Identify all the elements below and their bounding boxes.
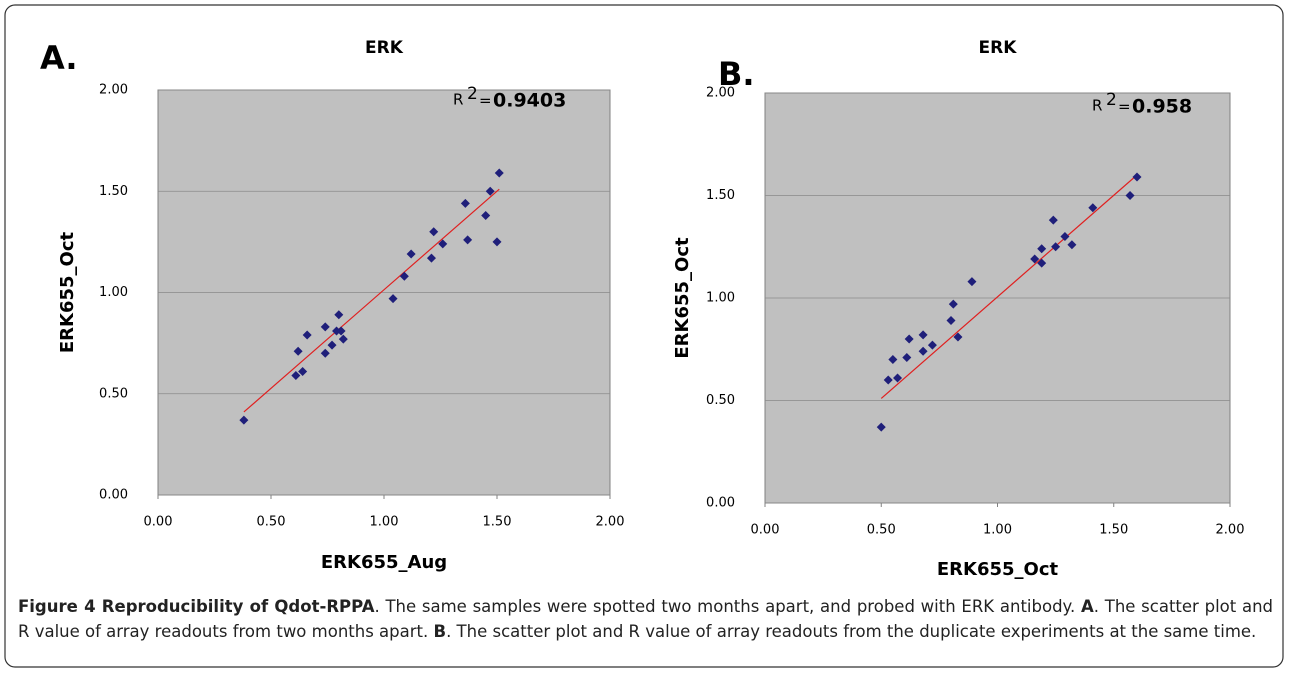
point [399,271,409,281]
r2-superscript: 2 [467,84,478,104]
point [426,253,436,263]
point [902,352,912,362]
point [320,348,330,358]
point [927,340,937,350]
x-axis-label: ERK655_Oct [937,559,1059,580]
point [1060,232,1070,241]
point [1067,240,1077,250]
y-tick-label: 1.00 [99,285,128,300]
x-axis-label: ERK655_Aug [321,552,447,573]
point [1048,215,1058,225]
point [876,422,886,432]
point [460,198,470,208]
point [1088,203,1098,213]
point [298,366,308,376]
point [1051,242,1061,252]
panel-label: A. [40,39,78,77]
point [1030,254,1040,264]
point [1125,191,1135,200]
point [893,373,903,383]
caption-text: . The scatter plot and R value of array … [446,622,1257,641]
point [953,332,963,342]
point [485,186,495,196]
y-tick-label: 0.00 [99,488,128,503]
x-tick-label: 0.50 [867,523,896,538]
trendline [243,188,500,413]
r2-equals: = [1118,98,1131,116]
x-tick-label: 1.50 [483,515,512,530]
point [481,211,491,221]
caption-text: A [1080,597,1094,616]
point [239,415,249,425]
point [967,277,977,287]
y-tick-label: 0.00 [706,496,735,511]
point [948,299,958,309]
chart-title: ERK [979,38,1018,58]
r2-superscript: 2 [1106,90,1117,110]
trendline [880,174,1138,399]
x-tick-label: 2.00 [596,515,625,530]
r2-symbol: R [453,91,463,109]
panel-label: B. [718,55,755,93]
x-tick-label: 2.00 [1216,523,1245,538]
point [904,334,914,344]
point [291,371,301,381]
x-tick-label: 1.00 [983,523,1012,538]
point [336,326,346,336]
chart-title: ERK [365,38,404,58]
y-tick-label: 2.00 [99,83,128,98]
figure-frame [4,4,1284,668]
x-tick-label: 1.00 [370,515,399,530]
point [338,334,348,344]
y-tick-label: 1.00 [706,291,735,306]
point [494,168,504,178]
x-tick-label: 0.50 [257,515,286,530]
caption-text: . The scatter plot and R value of array … [18,597,1274,641]
x-tick-label: 1.50 [1099,523,1128,538]
r2-symbol: R [1092,97,1102,115]
caption: Figure 4 Reproducibility of Qdot-RPPA. T… [18,594,1273,644]
r2-value: 0.9403 [493,90,566,112]
r2-value: 0.958 [1132,96,1192,118]
y-axis-label: ERK655_Oct [57,231,78,353]
x-tick-label: 0.00 [144,515,173,530]
y-axis-label: ERK655_Oct [672,237,693,359]
y-tick-label: 0.50 [706,393,735,408]
y-tick-label: 1.50 [706,188,735,203]
point [388,294,398,304]
point [1037,258,1047,268]
point [888,355,898,364]
x-tick-label: 0.00 [751,523,780,538]
point [406,249,416,259]
caption-text: Figure 4 Reproducibility of Qdot-RPPA [18,597,375,616]
point [946,316,956,326]
y-tick-label: 2.00 [706,86,735,101]
y-tick-label: 1.50 [99,184,128,199]
point [918,330,928,340]
caption-text: . The same samples were spotted two mont… [374,597,1081,616]
r2-equals: = [479,92,492,110]
point [438,239,448,249]
point [492,237,502,247]
point [918,346,928,356]
point [332,326,342,336]
point [334,310,344,320]
point [1037,244,1047,254]
point [429,227,439,237]
point [302,330,312,340]
point [293,346,303,356]
y-tick-label: 0.50 [99,386,128,401]
caption-text: B [433,622,447,641]
point [320,322,330,332]
point [327,340,337,350]
point [1132,172,1142,182]
point [883,375,893,385]
point [463,235,473,245]
